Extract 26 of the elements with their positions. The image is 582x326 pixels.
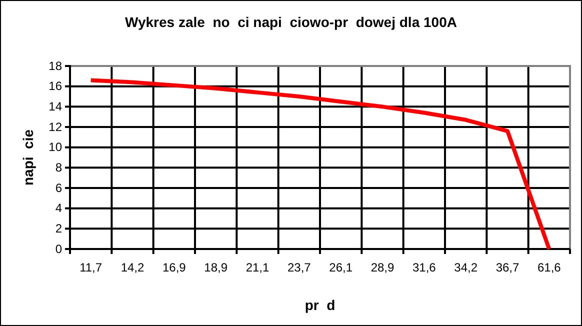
x-tick-label: 34,2 [454, 260, 478, 275]
x-tick-label: 26,1 [329, 260, 353, 275]
chart-title: Wykres zale no ci napi ciowo-pr dowej dla 100A [125, 14, 457, 30]
x-tick-label: 61,6 [537, 260, 562, 275]
y-tick-label: 6 [55, 180, 62, 195]
line-series [88, 78, 552, 251]
y-tick-label: 8 [55, 160, 62, 175]
x-tick-label: 11,7 [80, 260, 102, 275]
y-axis-title: napi cie [20, 129, 36, 186]
x-tick-label: 18,9 [204, 260, 228, 275]
x-tick-label: 36,7 [496, 260, 520, 275]
y-tick-label: 10 [48, 140, 62, 154]
y-tick-label: 14 [48, 100, 62, 114]
x-tick-label: 16,9 [162, 260, 186, 275]
y-tick-label: 0 [55, 242, 62, 256]
x-tick-label: 21,1 [246, 260, 270, 275]
y-tick-label: 16 [48, 79, 62, 94]
y-tick-label: 4 [55, 201, 62, 216]
y-tick-label: 12 [48, 120, 62, 134]
x-tick-label: 28,9 [370, 260, 394, 275]
x-tick-label: 23,7 [287, 260, 312, 275]
y-tick-label: 2 [55, 222, 62, 236]
x-axis-title: pr d [304, 297, 336, 313]
x-tick-label: 31,6 [412, 260, 436, 275]
y-tick-label: 18 [48, 58, 62, 73]
x-tick-label: 14,2 [120, 260, 144, 275]
